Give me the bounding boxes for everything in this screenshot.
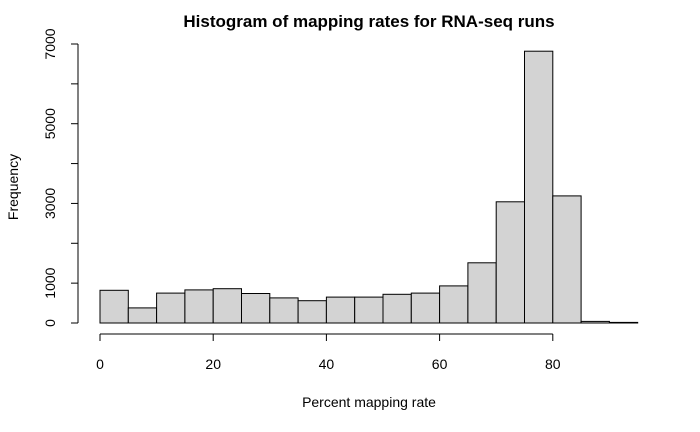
histogram-bar (184, 289, 214, 324)
x-tick-label: 0 (96, 356, 104, 372)
histogram-bar (212, 288, 242, 324)
y-tick-label: 5000 (42, 108, 58, 139)
x-tick-label: 40 (319, 356, 335, 372)
histogram-bars (99, 50, 639, 324)
y-tick-label: 7000 (42, 28, 58, 59)
histogram-bar (99, 289, 129, 324)
x-tick-label: 60 (432, 356, 448, 372)
histogram-bar (552, 195, 582, 324)
x-axis-label: Percent mapping rate (302, 394, 436, 410)
histogram-bar (382, 293, 412, 324)
y-tick-label: 1000 (42, 267, 58, 298)
y-tick-label: 0 (42, 319, 58, 327)
histogram-bar (467, 262, 497, 324)
histogram-bar (439, 285, 469, 324)
y-axis-label: Frequency (5, 154, 21, 220)
histogram-bar (241, 293, 271, 324)
histogram-bar (580, 320, 610, 324)
histogram-bar (608, 321, 639, 324)
x-tick-label: 80 (545, 356, 561, 372)
histogram-bar (325, 296, 356, 324)
histogram-bar (524, 50, 554, 324)
histogram-bar (354, 296, 384, 324)
x-axis: 0 20 40 60 80 (96, 333, 561, 372)
y-axis: 0 1000 3000 5000 7000 (42, 28, 79, 327)
histogram-bar (495, 201, 526, 324)
y-tick-label: 3000 (42, 188, 58, 219)
x-tick-label: 20 (205, 356, 221, 372)
histogram-bar (297, 300, 327, 324)
chart-title: Histogram of mapping rates for RNA-seq r… (183, 12, 554, 31)
histogram-bar (269, 297, 299, 324)
histogram-bar (127, 307, 158, 324)
histogram-bar (156, 292, 186, 324)
histogram-bar (410, 292, 441, 324)
